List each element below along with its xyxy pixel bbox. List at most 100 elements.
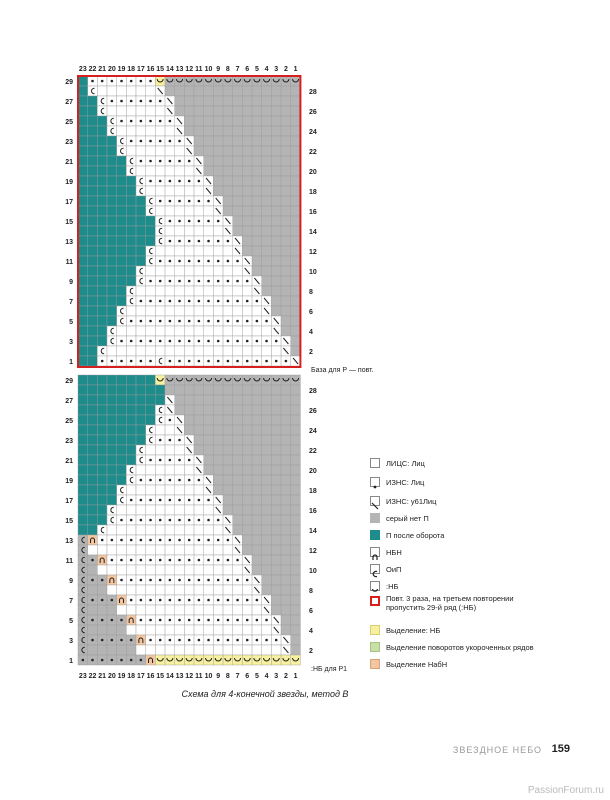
- column-number: 6: [245, 673, 249, 680]
- chart-cell: [77, 145, 88, 157]
- legend-text: Выделение поворотов укороченных рядов: [386, 642, 534, 652]
- chart-cell: [116, 564, 127, 576]
- chart-cell: [184, 95, 195, 107]
- chart-cell: [261, 235, 272, 247]
- chart-cell: [203, 584, 214, 596]
- chart-cell: [126, 484, 137, 496]
- chart-cell: [145, 384, 156, 396]
- chart-cell: [280, 604, 291, 616]
- purl-dot: [207, 538, 210, 542]
- chart-cell: [116, 265, 127, 277]
- purl-dot: [91, 558, 94, 562]
- turn-mark: [100, 347, 105, 355]
- chart-cell: [184, 564, 195, 576]
- column-number: 18: [127, 673, 135, 680]
- chart-cell: [116, 414, 127, 426]
- chart-cell: [261, 534, 272, 546]
- purl-dot: [245, 339, 249, 343]
- purl-dot: [129, 558, 133, 562]
- chart-cell: [280, 574, 291, 586]
- purl-dot: [255, 618, 259, 622]
- chart-cell: [203, 394, 214, 406]
- purl-dot: [149, 339, 152, 343]
- chart-cell: [87, 454, 98, 466]
- chart-cell: [213, 185, 224, 197]
- chart-cell: [164, 624, 175, 636]
- chart-cell: [87, 414, 98, 426]
- purl-dot: [168, 299, 172, 303]
- chart-cell: [97, 265, 108, 277]
- decrease-mark: [273, 317, 280, 325]
- purl-dot: [236, 299, 239, 303]
- purl-dot: [187, 339, 191, 343]
- purl-dot: [178, 578, 181, 582]
- chart-cell: [106, 644, 117, 656]
- purl-dot: [120, 538, 123, 542]
- purl-dot: [265, 319, 268, 323]
- chart-cell: [280, 195, 291, 207]
- chart-cell: [106, 85, 117, 97]
- turn-mark: [120, 137, 124, 145]
- chart-cell: [193, 305, 204, 317]
- decrease-mark: [186, 147, 193, 155]
- chart-cell: [164, 325, 175, 337]
- chart-cell: [97, 325, 108, 337]
- chart-cell: [193, 584, 204, 596]
- chart-cell: [251, 105, 262, 117]
- chart-cell: [116, 165, 127, 177]
- decrease-mark: [176, 127, 183, 135]
- purl-dot: [139, 339, 143, 343]
- purl-dot: [226, 319, 230, 323]
- turn-mark: [81, 646, 85, 654]
- chart-cell: [77, 325, 88, 337]
- row-number: 24: [309, 428, 317, 435]
- chart-cell: [251, 624, 262, 636]
- chart-cell: [261, 554, 272, 566]
- purl-dot: [207, 598, 210, 602]
- row-number: 12: [309, 548, 317, 555]
- decrease-mark: [186, 446, 193, 454]
- purl-dot: [139, 99, 143, 103]
- chart-cell: [280, 275, 291, 287]
- chart-cell: [135, 245, 146, 257]
- chart-cell: [106, 604, 117, 616]
- decrease-mark: [254, 277, 260, 285]
- chart-cell: [164, 524, 175, 536]
- chart-cell: [271, 544, 282, 556]
- chart-cell: [261, 95, 272, 107]
- decrease-mark: [273, 616, 280, 624]
- column-number: 3: [274, 66, 278, 73]
- row-number: 1: [69, 359, 73, 366]
- chart-cell: [77, 185, 88, 197]
- cup-mark: [263, 377, 271, 382]
- purl-dot: [236, 319, 239, 323]
- turn-mark: [139, 187, 143, 195]
- chart-cell: [290, 624, 301, 636]
- chart-cell: [280, 305, 291, 317]
- chart-cell: [126, 624, 137, 636]
- purl-dot: [178, 598, 181, 602]
- chart-cell: [97, 165, 108, 177]
- purl-dot: [168, 478, 172, 482]
- chart-cell: [222, 265, 233, 277]
- decrease-mark: [263, 596, 270, 604]
- chart-cell: [213, 345, 224, 357]
- chart-cell: [87, 285, 98, 297]
- cup-mark: [234, 78, 242, 83]
- chart-cell: [271, 145, 282, 157]
- chart-legend: ЛИЦС: Лиц ИЗНС: Лиц ИЗНС: у61Лиц серый н…: [370, 456, 600, 686]
- chart-cell: [77, 245, 88, 257]
- chart-cell: [126, 195, 137, 207]
- chart-cell: [87, 474, 98, 486]
- purl-dot: [178, 319, 181, 323]
- chart-cell: [164, 654, 175, 666]
- purl-dot: [207, 219, 210, 223]
- chart-cell: [271, 75, 282, 87]
- legend-item: Выделение поворотов укороченных рядов: [370, 640, 534, 654]
- turn-mark: [110, 327, 114, 335]
- chart-cell: [77, 165, 88, 177]
- chart-cell: [116, 504, 127, 516]
- decrease-mark: [263, 297, 270, 305]
- chart-cell: [87, 95, 98, 107]
